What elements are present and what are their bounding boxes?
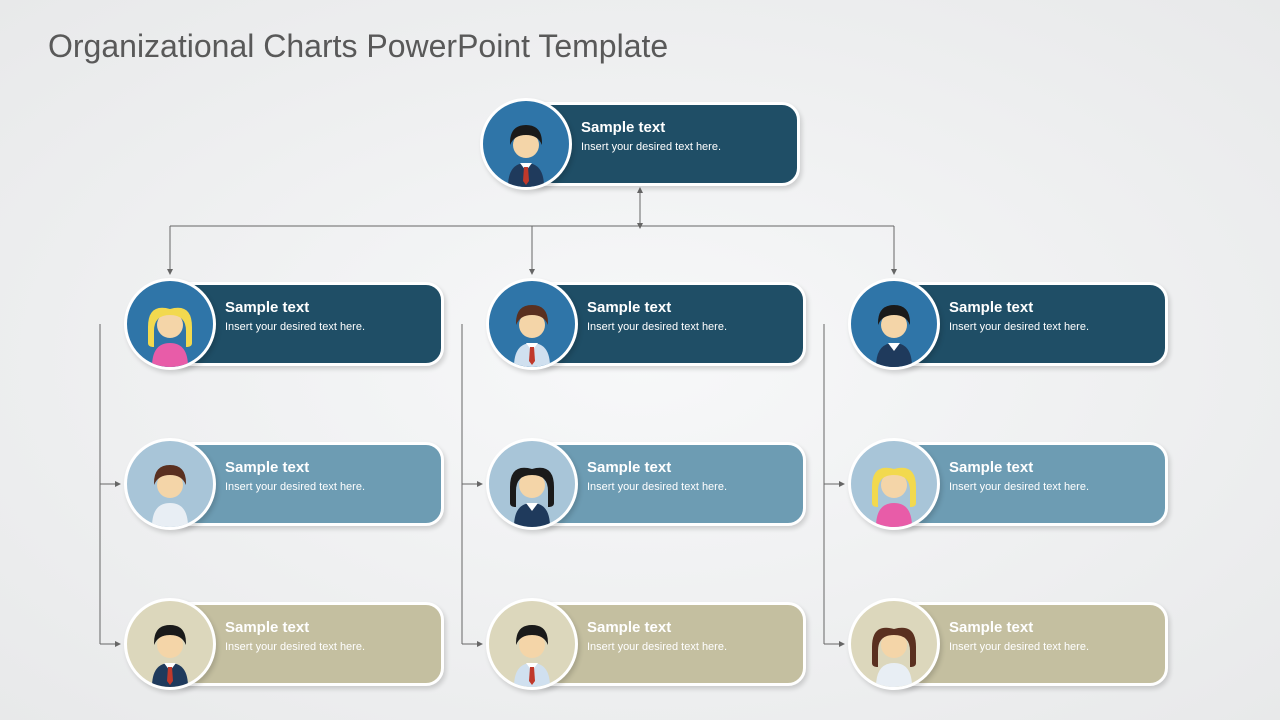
node-desc: Insert your desired text here. (225, 320, 427, 334)
node-title: Sample text (587, 299, 789, 316)
node-desc: Insert your desired text here. (587, 640, 789, 654)
org-node-s2a: Sample text Insert your desired text her… (486, 442, 806, 526)
node-title: Sample text (587, 619, 789, 636)
org-node-s1b: Sample text Insert your desired text her… (124, 602, 444, 686)
node-title: Sample text (225, 299, 427, 316)
org-node-s3b: Sample text Insert your desired text her… (848, 602, 1168, 686)
node-desc: Insert your desired text here. (587, 480, 789, 494)
avatar-icon (848, 278, 940, 370)
org-node-m3: Sample text Insert your desired text her… (848, 282, 1168, 366)
avatar-icon (480, 98, 572, 190)
node-desc: Insert your desired text here. (949, 640, 1151, 654)
node-title: Sample text (949, 619, 1151, 636)
org-node-m2: Sample text Insert your desired text her… (486, 282, 806, 366)
node-title: Sample text (587, 459, 789, 476)
avatar-icon (124, 278, 216, 370)
org-node-s3a: Sample text Insert your desired text her… (848, 442, 1168, 526)
node-title: Sample text (949, 459, 1151, 476)
node-desc: Insert your desired text here. (225, 480, 427, 494)
node-title: Sample text (581, 119, 783, 136)
node-title: Sample text (225, 619, 427, 636)
org-chart: Sample text Insert your desired text her… (0, 0, 1280, 720)
node-desc: Insert your desired text here. (225, 640, 427, 654)
avatar-icon (124, 438, 216, 530)
node-desc: Insert your desired text here. (587, 320, 789, 334)
avatar-icon (486, 598, 578, 690)
node-title: Sample text (949, 299, 1151, 316)
org-node-m1: Sample text Insert your desired text her… (124, 282, 444, 366)
avatar-icon (848, 438, 940, 530)
avatar-icon (486, 438, 578, 530)
node-desc: Insert your desired text here. (949, 480, 1151, 494)
node-title: Sample text (225, 459, 427, 476)
avatar-icon (848, 598, 940, 690)
org-node-root: Sample text Insert your desired text her… (480, 102, 800, 186)
org-node-s1a: Sample text Insert your desired text her… (124, 442, 444, 526)
node-desc: Insert your desired text here. (581, 140, 783, 154)
avatar-icon (124, 598, 216, 690)
node-desc: Insert your desired text here. (949, 320, 1151, 334)
org-node-s2b: Sample text Insert your desired text her… (486, 602, 806, 686)
avatar-icon (486, 278, 578, 370)
